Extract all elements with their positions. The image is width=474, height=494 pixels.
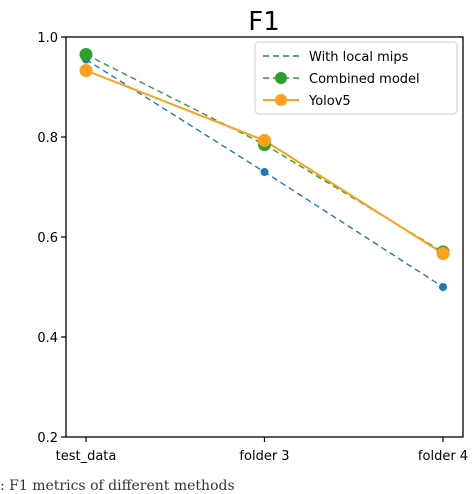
legend-label-2: Yolov5: [308, 94, 351, 109]
y-tick-label: 0.6: [37, 231, 58, 246]
data-point-2-1: [258, 134, 271, 147]
legend-frame: [254, 41, 458, 115]
x-axis: test_data folder 3 folder 4: [56, 437, 468, 464]
data-point-2-0: [79, 64, 93, 77]
x-tick-label: test_data: [56, 449, 117, 464]
chart-title: F1: [248, 7, 280, 37]
legend-marker-1: [275, 72, 287, 84]
series-points: [79, 48, 450, 291]
legend: With local mips Combined model Yolov5: [254, 41, 458, 115]
y-tick-label: 0.2: [37, 431, 58, 446]
data-point-1-0: [79, 48, 93, 61]
y-tick-label: 1.0: [37, 31, 58, 46]
legend-label-0: With local mips: [309, 50, 409, 65]
data-point-0-2: [439, 283, 447, 291]
y-axis: 0.2 0.4 0.6 0.8 1.0: [37, 31, 66, 446]
figure-caption: : F1 metrics of different methods: [0, 478, 235, 494]
data-point-2-2: [436, 247, 450, 260]
legend-marker-2: [275, 94, 287, 106]
data-point-0-1: [260, 168, 269, 176]
y-tick-label: 0.4: [37, 331, 58, 346]
x-tick-label: folder 3: [239, 449, 289, 464]
legend-label-1: Combined model: [309, 72, 420, 87]
y-tick-label: 0.8: [37, 131, 58, 146]
x-tick-label: folder 4: [418, 449, 468, 464]
